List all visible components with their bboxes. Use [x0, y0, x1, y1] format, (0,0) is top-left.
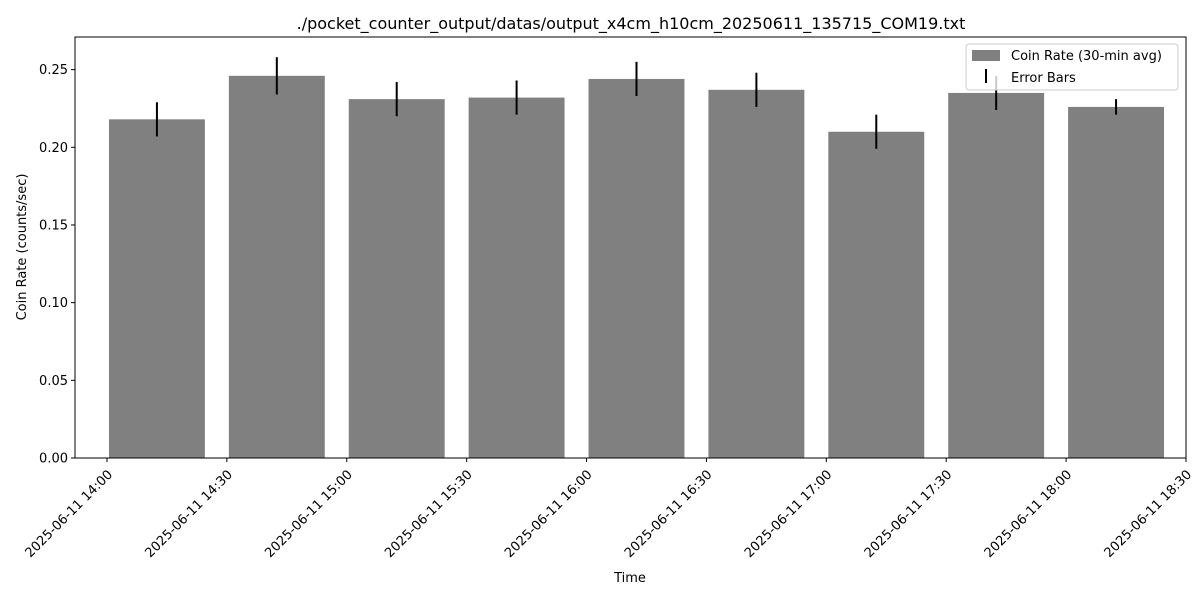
- bar-6: [708, 89, 805, 459]
- y-tick-label: 0.00: [39, 452, 68, 467]
- y-tick-label: 0.10: [39, 296, 68, 311]
- bar-8: [948, 92, 1045, 458]
- plot-frame: [74, 36, 1187, 459]
- bar-1: [108, 119, 205, 459]
- y-tick-label: 0.05: [39, 374, 68, 389]
- legend: Coin Rate (30-min avg) Error Bars: [965, 43, 1179, 91]
- legend-box: [965, 43, 1179, 91]
- y-tick-label: 0.20: [39, 141, 68, 156]
- bars-layer: [108, 75, 1165, 459]
- legend-label-coin-rate: Coin Rate (30-min avg): [1011, 49, 1162, 64]
- legend-swatch-coin-rate: [972, 50, 1000, 61]
- y-tick-label: 0.25: [39, 63, 68, 78]
- chart-title: ./pocket_counter_output/datas/output_x4c…: [297, 14, 966, 34]
- bar-5: [588, 78, 685, 459]
- bar-2: [228, 75, 325, 458]
- bar-4: [468, 97, 565, 458]
- legend-label-error-bars: Error Bars: [1011, 71, 1076, 86]
- bar-3: [348, 99, 445, 458]
- x-axis-label: Time: [613, 571, 646, 586]
- bar-9: [1068, 106, 1165, 458]
- y-tick-label: 0.15: [39, 218, 68, 233]
- bar-7: [828, 131, 925, 458]
- y-axis: 0.00 0.05 0.10 0.15 0.20 0.25: [39, 63, 75, 467]
- y-axis-label: Coin Rate (counts/sec): [15, 174, 30, 321]
